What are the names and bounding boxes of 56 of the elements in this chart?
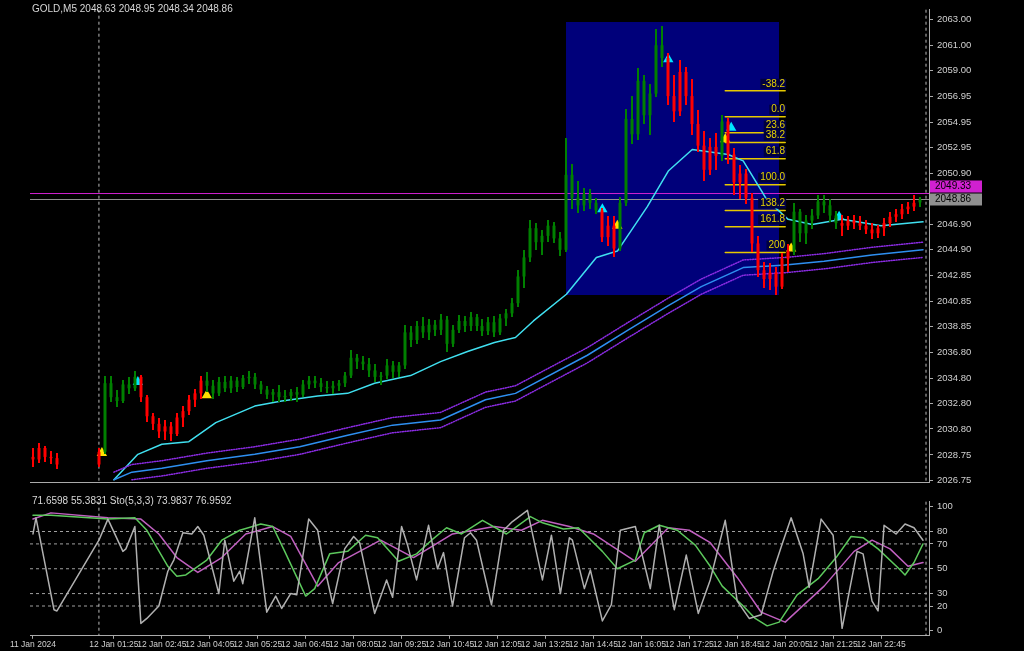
y-tick-label: 100 [937,500,953,512]
y-tick-label: 80 [937,525,948,537]
annotation: 138.2 [760,197,786,209]
annotation: 38.2 [765,129,786,141]
y-tick-label: 0 [937,624,943,636]
annotation: 100.0 [760,171,786,183]
y-tick-label: 2038.85 [937,320,972,332]
y-tick-label: 2044.90 [937,243,972,255]
annotation: 23.6 [765,119,786,131]
x-tick-label: 12 Jan 14:45 [568,639,619,650]
y-tick-label: 2063.00 [937,13,972,25]
y-tick-label: 2032.80 [937,397,972,409]
annotation: 161.8 [760,213,786,225]
x-tick-label: 12 Jan 12:05 [472,639,523,650]
ref-line-label: 2048.86 [935,193,972,205]
chart-title: 71.6598 55.3831 Sto(5,3,3) 73.9837 76.9592 [32,495,232,506]
annotation: 200 [768,239,786,251]
y-tick-label: 2026.75 [937,474,972,486]
x-tick-label: 12 Jan 02:45 [137,639,187,650]
x-tick-label: 12 Jan 13:25 [520,639,571,650]
x-tick-label: 11 Jan 2024 [9,639,57,650]
x-tick-label: 12 Jan 18:45 [712,639,763,650]
x-tick-label: 12 Jan 10:45 [424,639,475,650]
annotation: 0.0 [771,103,786,115]
x-tick-label: 12 Jan 17:25 [664,639,715,650]
y-tick-label: 70 [937,537,948,549]
annotation: -38.2 [762,77,786,89]
y-tick-label: 2046.90 [937,218,972,230]
x-tick-label: 12 Jan 21:25 [808,639,858,650]
y-tick-label: 2028.75 [937,448,972,460]
y-tick-label: 2054.95 [937,115,972,127]
chart-title: GOLD,M5 2048.63 2048.95 2048.34 2048.86 [32,3,233,14]
x-tick-label: 12 Jan 08:05 [329,639,379,650]
ref-line-label: 2049.33 [935,180,972,192]
x-tick-label: 12 Jan 20:05 [760,639,811,650]
x-tick-label: 12 Jan 09:25 [377,639,427,650]
annotation: 61.8 [765,145,786,157]
y-tick-label: 2050.90 [937,167,972,179]
y-tick-label: 2059.00 [937,64,972,76]
x-tick-label: 12 Jan 04:05 [185,639,235,650]
y-tick-label: 2056.95 [937,90,972,102]
x-tick-label: 12 Jan 05:25 [233,639,283,650]
y-tick-label: 2042.85 [937,269,972,281]
y-tick-label: 50 [937,562,948,574]
y-tick-label: 2061.00 [937,38,972,50]
x-tick-label: 12 Jan 22:45 [856,639,906,650]
y-tick-label: 2036.80 [937,346,972,358]
x-tick-label: 12 Jan 16:05 [616,639,667,650]
y-tick-label: 2034.80 [937,371,972,383]
x-tick-label: 12 Jan 01:25 [89,639,139,650]
y-tick-label: 20 [937,599,948,611]
y-tick-label: 30 [937,587,948,599]
x-tick-label: 12 Jan 06:45 [281,639,331,650]
y-tick-label: 2030.80 [937,422,972,434]
y-tick-label: 2040.85 [937,294,972,306]
y-tick-label: 2052.95 [937,141,972,153]
